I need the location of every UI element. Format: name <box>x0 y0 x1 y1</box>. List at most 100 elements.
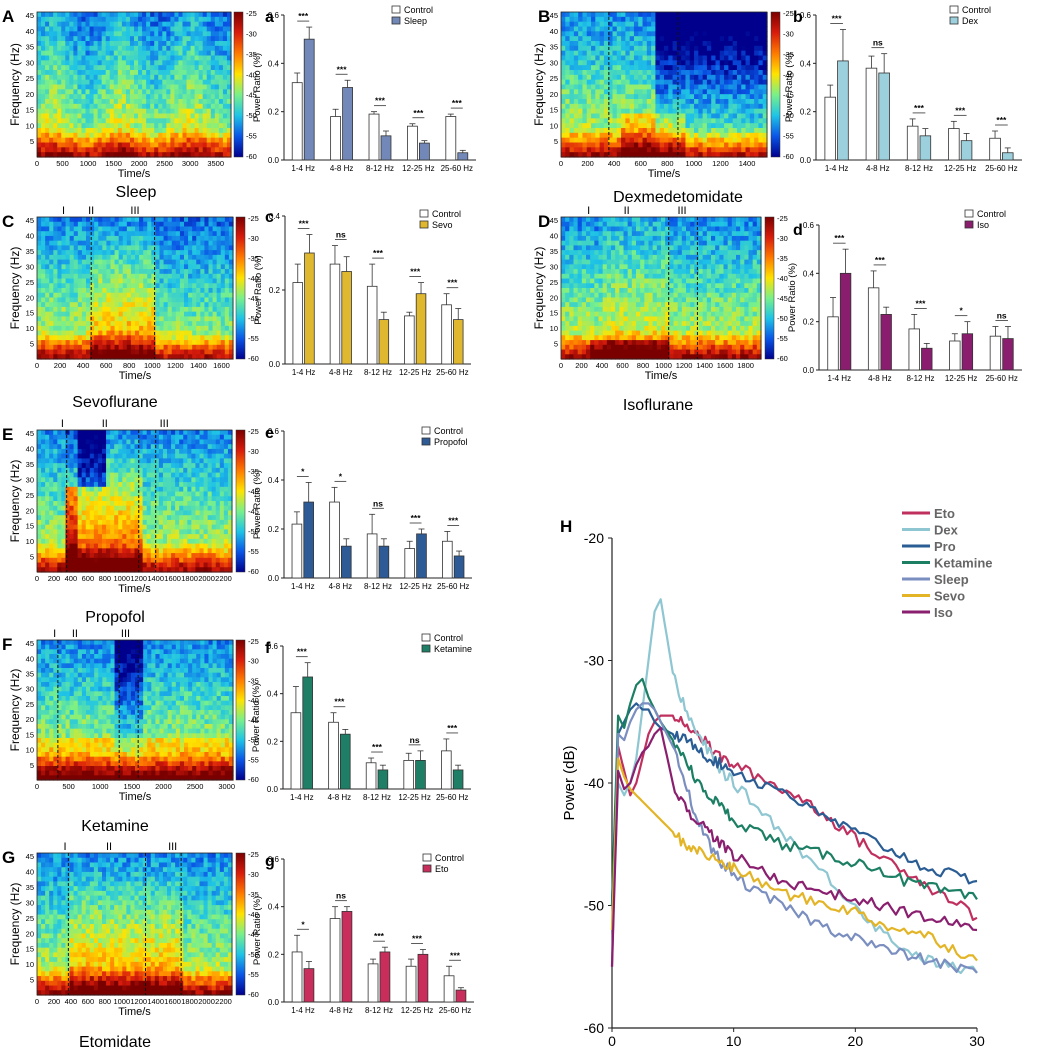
heatmap-cell <box>121 12 127 18</box>
heatmap-cell <box>619 340 625 346</box>
heatmap-cell <box>642 103 648 110</box>
heatmap-cell <box>81 79 87 86</box>
heatmap-cell <box>206 128 212 134</box>
heatmap-cell <box>143 335 148 341</box>
heatmap-cell <box>577 316 583 322</box>
heatmap-cell <box>135 340 140 346</box>
heatmap-cell <box>698 21 704 28</box>
heatmap-cell <box>154 94 159 100</box>
heatmap-cell <box>724 31 729 37</box>
heatmap-cell <box>685 84 691 90</box>
heatmap-cell <box>166 108 171 115</box>
heatmap-cell <box>228 250 234 256</box>
heatmap-cell <box>105 79 111 86</box>
heatmap-cell <box>616 45 622 52</box>
heatmap-cell <box>114 335 120 341</box>
heatmap-cell <box>158 26 163 32</box>
heatmap-cell <box>146 70 151 76</box>
heatmap-cell <box>170 21 176 28</box>
heatmap-cell <box>150 128 155 134</box>
heatmap-cell <box>599 128 605 134</box>
heatmap-cell <box>573 316 579 322</box>
heatmap-cell <box>689 36 695 42</box>
heatmap-cell <box>573 273 579 280</box>
heatmap-cell <box>642 147 648 153</box>
heatmap-cell <box>190 31 196 37</box>
heatmap-cell <box>599 99 605 105</box>
heatmap-cell <box>166 50 171 57</box>
heatmap-cell <box>228 302 234 308</box>
heatmap-cell <box>732 123 738 129</box>
heatmap-cell <box>616 74 622 81</box>
heatmap-cell <box>93 26 99 32</box>
heatmap-cell <box>719 113 725 119</box>
heatmap-cell <box>728 103 734 110</box>
heatmap-cell <box>218 65 224 71</box>
heatmap-cell <box>45 325 50 332</box>
heatmap-cell <box>98 264 103 270</box>
heatmap-cell <box>118 264 124 270</box>
heatmap-cell <box>208 273 214 280</box>
heatmap-cell <box>749 74 755 81</box>
heatmap-cell <box>122 297 128 303</box>
heatmap-cell <box>702 94 708 100</box>
heatmap-cell <box>154 123 159 129</box>
heatmap-cell <box>110 245 116 251</box>
heatmap-cell <box>135 221 140 228</box>
heatmap-cell <box>159 302 165 308</box>
heatmap-cell <box>57 36 62 42</box>
heatmap-cell <box>159 217 165 223</box>
heatmap-cell <box>130 217 136 223</box>
heatmap-cell <box>129 12 135 18</box>
heatmap-cell <box>57 137 62 144</box>
heatmap-cell <box>53 152 58 158</box>
heatmap-cell <box>154 60 159 66</box>
heatmap-cell <box>134 16 139 23</box>
heatmap-cell <box>629 84 635 90</box>
heatmap-cell <box>69 278 75 284</box>
heatmap-cell <box>590 240 595 246</box>
heatmap-cell <box>184 321 189 327</box>
heatmap-cell <box>98 297 103 303</box>
heatmap-cell <box>178 137 184 144</box>
heatmap-cell <box>61 231 67 237</box>
heatmap-cell <box>129 16 135 23</box>
heatmap-cell <box>45 89 50 95</box>
heatmap-cell <box>49 21 54 28</box>
heatmap-cell <box>45 235 50 242</box>
heatmap-cell <box>569 259 575 265</box>
heatmap-cell <box>569 70 575 76</box>
heatmap-cell <box>113 36 119 42</box>
heatmap-cell <box>81 142 87 148</box>
colorbar-tick-label: -50 <box>246 111 257 120</box>
heatmap-cell <box>204 221 210 228</box>
heatmap-cell <box>105 132 111 139</box>
heatmap-cell <box>603 31 609 37</box>
heatmap-cell <box>57 132 62 139</box>
heatmap-cell <box>689 94 695 100</box>
heatmap-cell <box>143 354 148 360</box>
heatmap-cell <box>41 264 46 270</box>
heatmap-cell <box>222 79 228 86</box>
heatmap-cell <box>81 306 87 313</box>
heatmap-cell <box>118 316 124 322</box>
heatmap-cell <box>142 128 147 134</box>
heatmap-cell <box>672 41 678 47</box>
heatmap-cell <box>616 147 622 153</box>
heatmap-cell <box>97 50 103 57</box>
heatmap-cell <box>102 250 108 256</box>
heatmap-cell <box>582 113 588 119</box>
heatmap-cell <box>599 123 605 129</box>
heatmap-cell <box>154 152 159 158</box>
y-tick-label: 25 <box>26 278 34 287</box>
heatmap-cell <box>90 226 95 232</box>
heatmap-cell <box>745 45 751 52</box>
heatmap-cell <box>621 89 626 95</box>
heatmap-cell <box>77 113 83 119</box>
heatmap-cell <box>121 132 127 139</box>
heatmap-cell <box>676 41 682 47</box>
heatmap-cell <box>122 240 128 246</box>
heatmap-cell <box>101 74 107 81</box>
heatmap-cell <box>77 306 83 313</box>
heatmap-cell <box>216 349 222 355</box>
